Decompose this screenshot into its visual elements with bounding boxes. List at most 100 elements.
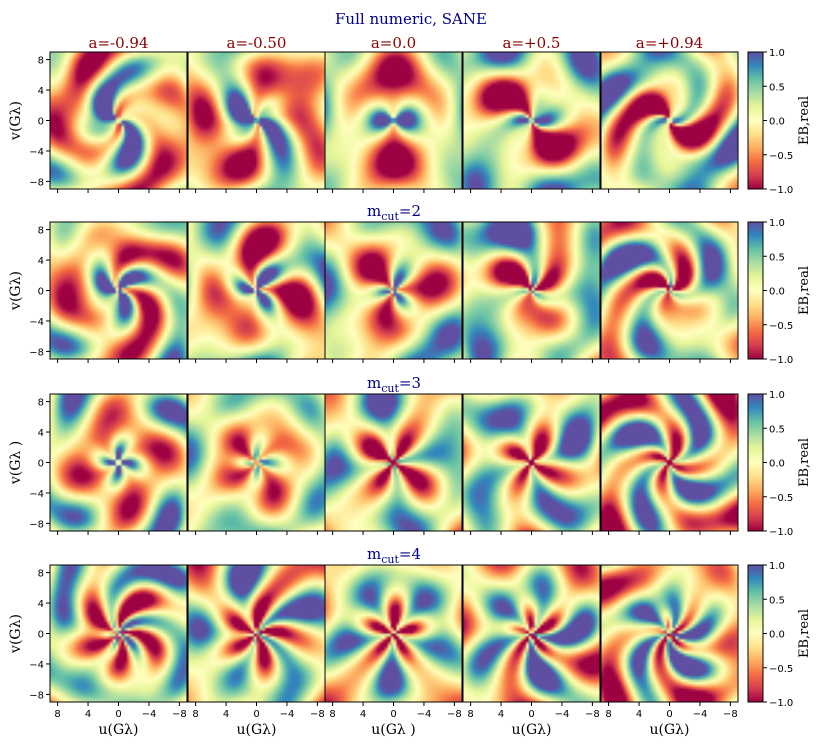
- y-axis-label: v(Gλ): [8, 101, 24, 141]
- row-title-part: =2: [399, 202, 421, 220]
- y-tick-label: 0: [38, 117, 44, 128]
- colorbar-label: EB,real: [797, 438, 812, 487]
- x-tick-label: −8: [585, 709, 600, 720]
- x-tick-label: 8: [467, 709, 473, 720]
- x-tick-label: −4: [142, 709, 157, 720]
- colorbar-tick-label: −1.0: [769, 355, 793, 366]
- row-title-3: mcut=3: [367, 374, 421, 395]
- heatmap-panel-r2-c1: [50, 222, 187, 359]
- colorbar-tick-label: 0.0: [769, 287, 785, 298]
- column-title: a=+0.5: [503, 34, 561, 52]
- heatmap-panel-r3-c4: [463, 394, 600, 531]
- colorbar-tick-label: 1.0: [769, 48, 785, 59]
- y-axis-label: v(Gλ): [8, 271, 24, 311]
- colorbar-tick-label: −1.0: [769, 185, 793, 196]
- colorbar-tick-label: 0.5: [769, 82, 785, 93]
- x-axis-label: u(Gλ): [99, 722, 139, 738]
- x-tick-label: −4: [417, 709, 432, 720]
- y-tick-label: 4: [38, 86, 44, 97]
- colorbar-tick-label: −0.5: [769, 493, 793, 504]
- y-tick-label: 0: [38, 287, 44, 298]
- y-tick-label: 0: [38, 630, 44, 641]
- x-tick-label: 0: [253, 709, 259, 720]
- x-tick-label: 0: [528, 709, 534, 720]
- x-tick-label: 4: [223, 709, 229, 720]
- y-tick-label: −8: [29, 690, 44, 701]
- y-tick-label: 4: [38, 599, 44, 610]
- colorbar-tick-label: 0.5: [769, 424, 785, 435]
- colorbar: [747, 564, 764, 703]
- heatmap-panel-r4-c1: [50, 565, 187, 702]
- heatmap-panel-r1-c3: [325, 52, 462, 189]
- x-tick-label: −8: [723, 709, 738, 720]
- x-tick-label: −8: [310, 709, 325, 720]
- x-axis-label: u(Gλ): [512, 722, 552, 738]
- row-title-part: =3: [399, 374, 421, 392]
- y-tick-label: 8: [38, 226, 44, 237]
- x-tick-label: 8: [54, 709, 60, 720]
- row-title-part: cut: [381, 210, 399, 223]
- heatmap-panel-r1-c2: [188, 52, 325, 189]
- heatmap-panel-r4-c2: [188, 565, 325, 702]
- x-tick-label: 4: [360, 709, 366, 720]
- column-title: a=-0.94: [89, 34, 149, 52]
- colorbar-tick-label: 1.0: [769, 218, 785, 229]
- x-tick-label: 8: [329, 709, 335, 720]
- heatmap-panel-r2-c5: [601, 222, 738, 359]
- heatmap-panel-r3-c1: [50, 394, 187, 531]
- figure-title: Full numeric, SANE: [335, 10, 487, 28]
- colorbar-tick-label: 0.5: [769, 595, 785, 606]
- y-tick-label: −8: [29, 177, 44, 188]
- heatmap-panel-r4-c3: [325, 565, 462, 702]
- colorbar-tick-label: 1.0: [769, 561, 785, 572]
- x-tick-label: −4: [693, 709, 708, 720]
- x-tick-label: 4: [498, 709, 504, 720]
- colorbar-label: EB,real: [797, 266, 812, 315]
- y-tick-label: −4: [29, 660, 44, 671]
- heatmap-panel-r4-c4: [463, 565, 600, 702]
- row-title-part: m: [367, 545, 381, 563]
- colorbar-tick-label: −0.5: [769, 321, 793, 332]
- row-title-part: cut: [381, 553, 399, 566]
- y-axis-label: v(Gλ): [8, 614, 24, 654]
- x-tick-label: 4: [636, 709, 642, 720]
- x-tick-label: −8: [447, 709, 462, 720]
- colorbar-tick-label: 0.0: [769, 117, 785, 128]
- x-axis-label: u(Gλ ): [371, 722, 415, 738]
- heatmap-panel-r1-c1: [50, 52, 187, 189]
- heatmap-panel-r2-c2: [188, 222, 325, 359]
- y-tick-label: −8: [29, 519, 44, 530]
- x-tick-label: 0: [115, 709, 121, 720]
- colorbar-tick-label: 0.5: [769, 252, 785, 263]
- heatmap-panel-r1-c4: [463, 52, 600, 189]
- row-title-2: mcut=2: [367, 202, 421, 223]
- x-tick-label: −4: [555, 709, 570, 720]
- colorbar-label: EB,real: [797, 609, 812, 658]
- row-title-part: cut: [381, 382, 399, 395]
- column-title: a=0.0: [371, 34, 416, 52]
- heatmap-panel-r3-c5: [601, 394, 738, 531]
- colorbar-tick-label: −1.0: [769, 527, 793, 538]
- colorbar-tick-label: −1.0: [769, 698, 793, 709]
- x-tick-label: 8: [605, 709, 611, 720]
- y-tick-label: 8: [38, 569, 44, 580]
- row-title-4: mcut=4: [367, 545, 421, 566]
- colorbar-tick-label: −0.5: [769, 664, 793, 675]
- y-tick-label: 4: [38, 428, 44, 439]
- x-tick-label: 0: [390, 709, 396, 720]
- colorbar-tick-label: 1.0: [769, 390, 785, 401]
- y-axis-label: v(Gλ ): [8, 441, 24, 485]
- row-title-part: m: [367, 202, 381, 220]
- y-tick-label: 4: [38, 256, 44, 267]
- column-title: a=-0.50: [227, 34, 287, 52]
- colorbar: [747, 393, 764, 532]
- heatmap-panel-r3-c3: [325, 394, 462, 531]
- y-tick-label: −4: [29, 317, 44, 328]
- y-tick-label: −4: [29, 489, 44, 500]
- x-tick-label: −4: [280, 709, 295, 720]
- heatmap-panel-r2-c4: [463, 222, 600, 359]
- column-title: a=+0.94: [636, 34, 703, 52]
- x-axis-label: u(Gλ): [237, 722, 277, 738]
- colorbar-tick-label: 0.0: [769, 459, 785, 470]
